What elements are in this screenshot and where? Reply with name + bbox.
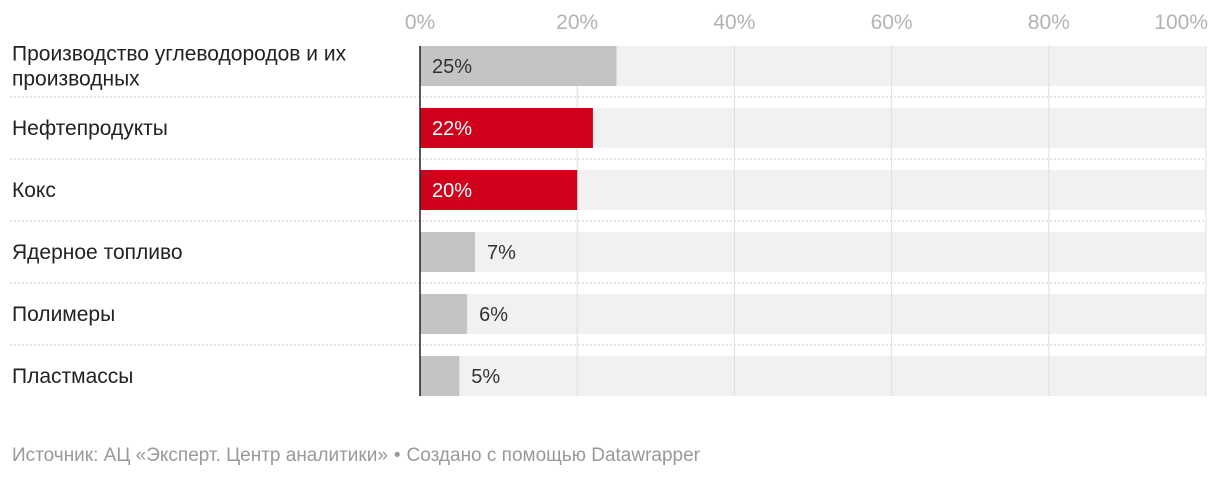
x-tick-label: 0% — [405, 11, 435, 34]
category-label: Кокс — [12, 179, 56, 202]
value-label: 7% — [487, 242, 516, 264]
bar — [420, 356, 460, 396]
value-label: 22% — [432, 118, 472, 140]
chart-footer: Источник: АЦ «Эксперт. Центр аналитики» •… — [12, 445, 700, 467]
credit-link[interactable]: Создано с помощью Datawrapper — [406, 445, 701, 466]
bar-track — [420, 356, 1206, 396]
category-label: Ядерное топливо — [12, 241, 183, 264]
x-tick-label: 60% — [871, 11, 913, 34]
category-label: Производство углеводородов и их — [12, 43, 347, 66]
value-label: 5% — [471, 366, 500, 388]
category-label: Нефтепродукты — [12, 117, 168, 140]
value-label: 6% — [479, 304, 508, 326]
bar — [420, 46, 617, 86]
bar-track — [420, 232, 1206, 272]
bar — [420, 294, 468, 334]
value-label: 25% — [432, 56, 472, 78]
x-tick-label: 80% — [1028, 11, 1070, 34]
bar — [420, 170, 578, 210]
footer-separator: • — [393, 445, 401, 466]
value-label: 20% — [432, 180, 472, 202]
bar — [420, 232, 476, 272]
bar-chart: 0% 20% 40% 60% 80% 100% Производство углеводор… — [10, 11, 1208, 396]
category-label: Пластмассы — [12, 365, 133, 388]
x-tick-label: 40% — [713, 11, 755, 34]
bar — [420, 108, 593, 148]
category-label: Полимеры — [12, 303, 115, 326]
x-tick-label: 100% — [1154, 11, 1208, 34]
x-tick-label: 20% — [556, 11, 598, 34]
bar-track — [420, 294, 1206, 334]
source-text: Источник: АЦ «Эксперт. Центр аналитики» — [12, 445, 388, 466]
category-label: производных — [12, 68, 140, 91]
